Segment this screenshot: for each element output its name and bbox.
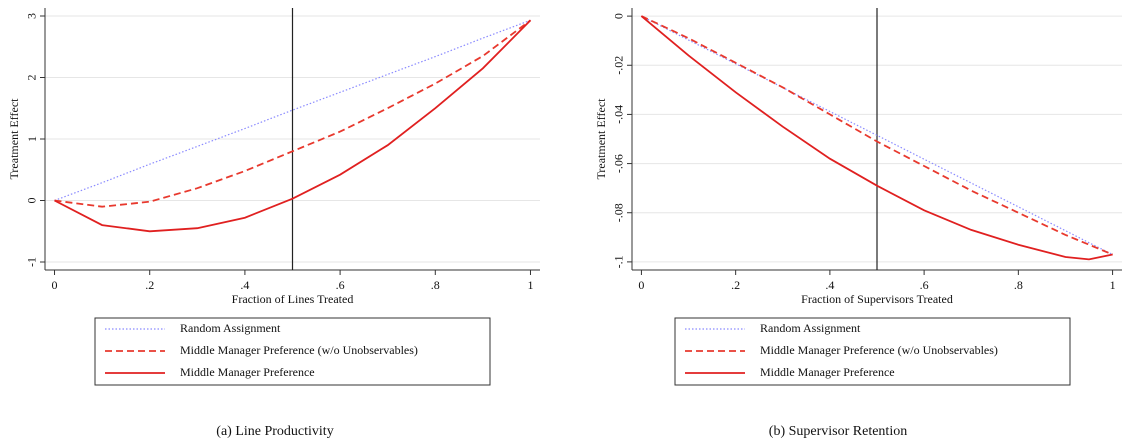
- y-tick-label: 3: [25, 13, 39, 19]
- x-axis-label: Fraction of Lines Treated: [232, 292, 354, 306]
- x-tick-label: .8: [431, 278, 440, 292]
- x-tick-label: .4: [240, 278, 249, 292]
- legend-label: Middle Manager Preference: [180, 365, 315, 379]
- y-tick-label: -.02: [612, 56, 626, 75]
- series-line: [54, 19, 532, 208]
- legend-box: [94, 317, 491, 386]
- y-axis-label: Treatment Effect: [7, 98, 21, 180]
- x-tick-label: .2: [731, 278, 740, 292]
- x-tick-label: .6: [920, 278, 929, 292]
- legend-box: [674, 317, 1071, 386]
- series-line: [640, 15, 1113, 261]
- x-tick-label: 0: [52, 278, 58, 292]
- series-line: [54, 19, 532, 233]
- x-tick-label: .4: [825, 278, 834, 292]
- series-line: [641, 15, 1113, 256]
- x-tick-label: .6: [336, 278, 345, 292]
- legend-label: Middle Manager Preference: [760, 365, 895, 379]
- y-tick-label: -.08: [612, 203, 626, 222]
- y-tick-label: 0: [25, 198, 39, 204]
- x-tick-label: .2: [145, 278, 154, 292]
- y-axis-label: Treatment Effect: [594, 98, 608, 180]
- y-tick-label: -.04: [612, 105, 626, 124]
- x-tick-label: 0: [638, 278, 644, 292]
- x-tick-label: 1: [527, 278, 533, 292]
- x-tick-label: .8: [1014, 278, 1023, 292]
- legend-label: Middle Manager Preference (w/o Unobserva…: [760, 343, 998, 357]
- y-tick-label: 1: [25, 136, 39, 142]
- y-tick-label: 0: [612, 13, 626, 19]
- legend-label: Middle Manager Preference (w/o Unobserva…: [180, 343, 418, 357]
- series-line: [54, 19, 531, 202]
- y-tick-label: -.1: [612, 255, 626, 268]
- caption: (b) Supervisor Retention: [769, 424, 907, 439]
- x-axis-label: Fraction of Supervisors Treated: [801, 292, 953, 306]
- x-tick-label: 1: [1110, 278, 1116, 292]
- caption: (a) Line Productivity: [216, 424, 333, 439]
- legend-label: Random Assignment: [760, 321, 861, 335]
- y-tick-label: -1: [25, 257, 39, 267]
- y-tick-label: -.06: [612, 154, 626, 173]
- y-tick-label: 2: [25, 74, 39, 80]
- legend-label: Random Assignment: [180, 321, 281, 335]
